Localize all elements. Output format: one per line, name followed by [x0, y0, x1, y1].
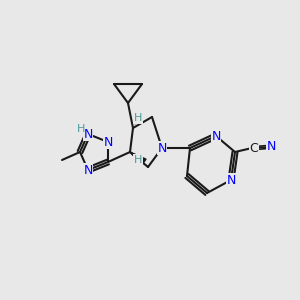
Text: N: N — [266, 140, 276, 154]
Polygon shape — [130, 152, 146, 165]
Text: H: H — [134, 155, 142, 165]
Text: H: H — [134, 113, 142, 123]
Text: N: N — [103, 136, 113, 148]
Text: N: N — [226, 173, 236, 187]
Text: N: N — [83, 128, 93, 140]
Text: N: N — [211, 130, 221, 142]
Text: N: N — [157, 142, 167, 154]
Text: H: H — [77, 124, 85, 134]
Text: N: N — [83, 164, 93, 176]
Text: C: C — [250, 142, 258, 154]
